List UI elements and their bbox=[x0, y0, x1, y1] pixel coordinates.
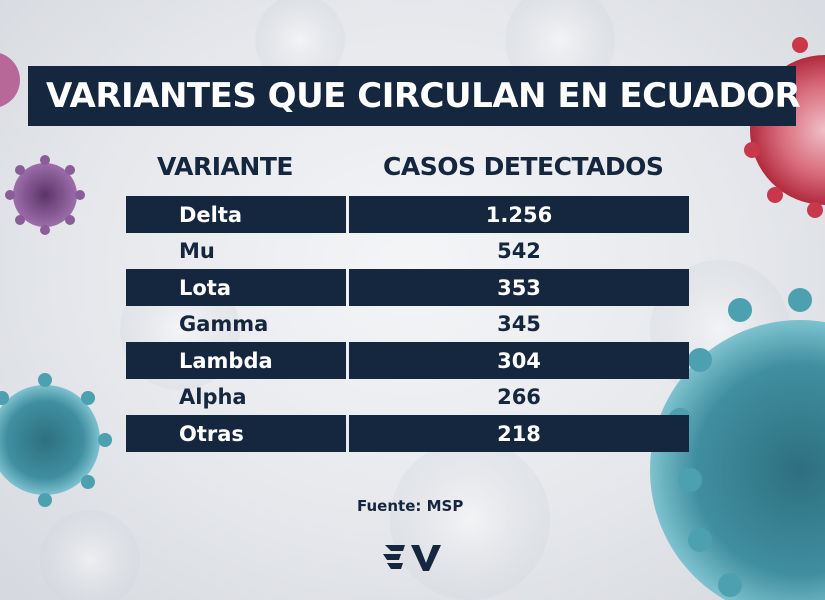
table-row: Delta 1.256 bbox=[126, 196, 689, 233]
table-row: Lambda 304 bbox=[126, 342, 689, 379]
cases-value-cell: 1.256 bbox=[349, 196, 689, 233]
cases-value-cell: 542 bbox=[497, 239, 541, 263]
column-header-variant: VARIANTE bbox=[157, 152, 293, 181]
cases-value-cell: 218 bbox=[349, 415, 689, 452]
table-row: Gamma 345 bbox=[126, 306, 689, 343]
variant-name-cell: Mu bbox=[179, 239, 215, 263]
chart-title: VARIANTES QUE CIRCULAN EN ECUADOR bbox=[46, 76, 801, 116]
variant-name-cell: Delta bbox=[126, 196, 346, 233]
variant-name-cell: Alpha bbox=[179, 385, 247, 409]
cases-value-cell: 345 bbox=[497, 312, 541, 336]
column-header-cases: CASOS DETECTADOS bbox=[383, 152, 664, 181]
variant-name-cell: Otras bbox=[126, 415, 346, 452]
variant-name-cell: Lota bbox=[126, 269, 346, 306]
cases-value-cell: 353 bbox=[349, 269, 689, 306]
ecuavisa-logo-icon bbox=[383, 545, 441, 571]
table-row: Mu 542 bbox=[126, 233, 689, 270]
table-row: Otras 218 bbox=[126, 415, 689, 452]
table-row: Alpha 266 bbox=[126, 379, 689, 416]
cases-value-cell: 304 bbox=[349, 342, 689, 379]
source-note: Fuente: MSP bbox=[357, 497, 464, 515]
variant-name-cell: Gamma bbox=[179, 312, 269, 336]
cases-value-cell: 266 bbox=[497, 385, 541, 409]
table-row: Lota 353 bbox=[126, 269, 689, 306]
variant-name-cell: Lambda bbox=[126, 342, 346, 379]
title-bar: VARIANTES QUE CIRCULAN EN ECUADOR bbox=[28, 66, 801, 126]
